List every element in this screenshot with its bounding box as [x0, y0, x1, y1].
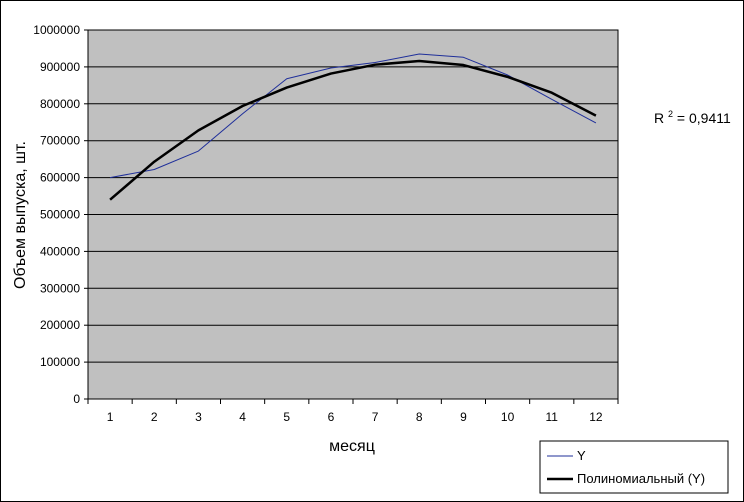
x-tick-label: 12 — [589, 410, 603, 424]
x-tick-label: 11 — [546, 410, 559, 424]
r-squared-value: = 0,9411 — [677, 110, 731, 126]
legend: Y Полиномиальный (Y) — [539, 440, 729, 494]
x-axis-ticks: 1 2 3 4 5 6 7 8 9 10 11 12 — [87, 399, 619, 424]
y-tick-label: 900000 — [40, 60, 80, 74]
y-tick-label: 200000 — [40, 318, 80, 332]
y-tick-label: 400000 — [40, 244, 80, 258]
y-axis-ticks: 0 100000 200000 300000 400000 500000 600000 700… — [33, 23, 88, 406]
y-tick-label: 100000 — [40, 355, 80, 369]
x-tick-label: 4 — [239, 410, 246, 424]
y-tick-label: 1000000 — [33, 23, 80, 37]
x-tick-label: 5 — [283, 410, 290, 424]
y-axis-title: Объем выпуска, шт. — [12, 141, 29, 289]
series-group — [109, 53, 597, 201]
x-tick-label: 3 — [195, 410, 202, 424]
x-tick-label: 8 — [416, 410, 423, 424]
r-squared-annotation: R 2 = 0,9411 — [654, 104, 731, 126]
x-tick-label: 6 — [328, 410, 335, 424]
legend-label-polynomial: Полиномиальный (Y) — [577, 471, 705, 486]
gridlines — [88, 66, 618, 363]
y-tick-label: 300000 — [40, 281, 80, 295]
x-tick-label: 10 — [501, 410, 515, 424]
legend-label-y: Y — [577, 448, 586, 463]
y-tick-label: 500000 — [40, 208, 80, 222]
series-line-polynomial-trend — [109, 59, 597, 201]
x-axis-title: месяц — [329, 438, 375, 455]
x-tick-label: 7 — [372, 410, 379, 424]
x-tick-label: 1 — [107, 410, 114, 424]
y-tick-label: 700000 — [40, 134, 80, 148]
legend-box — [539, 440, 729, 494]
y-tick-label: 600000 — [40, 171, 80, 185]
r-squared-label: R — [654, 110, 664, 126]
y-tick-label: 800000 — [40, 97, 80, 111]
x-tick-label: 9 — [460, 410, 467, 424]
y-tick-label: 0 — [73, 392, 80, 406]
x-tick-label: 2 — [151, 410, 158, 424]
r-squared-exponent: 2 — [668, 109, 673, 119]
